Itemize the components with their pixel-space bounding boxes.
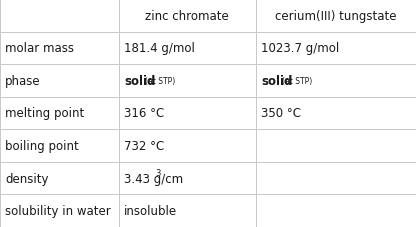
- Text: cerium(III) tungstate: cerium(III) tungstate: [275, 10, 397, 23]
- Text: molar mass: molar mass: [5, 42, 74, 55]
- Text: density: density: [5, 172, 49, 185]
- Text: 316 °C: 316 °C: [124, 107, 164, 120]
- Text: 1023.7 g/mol: 1023.7 g/mol: [261, 42, 339, 55]
- Text: solid: solid: [261, 75, 292, 88]
- Text: solubility in water: solubility in water: [5, 204, 111, 217]
- Text: 350 °C: 350 °C: [261, 107, 301, 120]
- Text: solid: solid: [124, 75, 155, 88]
- Text: zinc chromate: zinc chromate: [145, 10, 229, 23]
- Text: phase: phase: [5, 75, 41, 88]
- Text: (at STP): (at STP): [282, 76, 312, 86]
- Text: 3: 3: [155, 168, 161, 177]
- Text: 732 °C: 732 °C: [124, 139, 164, 152]
- Text: boiling point: boiling point: [5, 139, 79, 152]
- Text: 3.43 g/cm: 3.43 g/cm: [124, 172, 183, 185]
- Text: melting point: melting point: [5, 107, 84, 120]
- Text: (at STP): (at STP): [145, 76, 175, 86]
- Text: insoluble: insoluble: [124, 204, 177, 217]
- Text: 181.4 g/mol: 181.4 g/mol: [124, 42, 195, 55]
